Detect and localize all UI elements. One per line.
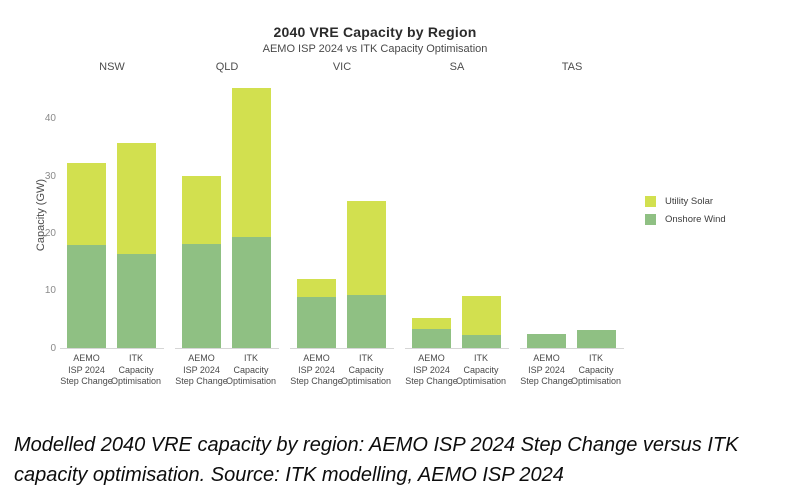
x-axis-bar-label: AEMO ISP 2024 Step Change [42,353,132,388]
x-axis-bar-label-line: AEMO [418,353,445,363]
bar-segment-onshore-wind [297,296,336,349]
legend: Utility Solar Onshore Wind [645,196,726,232]
x-axis-bar-label-line: ISP 2024 [183,364,220,375]
x-axis-bar-label-line: AEMO [533,353,560,363]
bar-segment-utility-solar [231,87,271,237]
x-axis-bar-label-line: Optimisation [225,376,277,386]
facet-label: SA [449,61,465,73]
x-axis-bar-label-line: Capacity [463,364,499,375]
x-axis-bar-label-line: Optimisation [340,376,392,386]
bar-segment-utility-solar [461,295,501,336]
facet-label: QLD [215,61,239,73]
legend-swatch-icon [645,196,656,207]
legend-item: Onshore Wind [645,214,726,225]
bar-segment-onshore-wind [116,253,156,349]
y-tick-label: 10 [44,285,56,297]
x-axis-bar-label-line: ITK [358,353,373,363]
x-axis-bar-label-line: Capacity [118,364,154,375]
x-axis-bar-label: ITK Capacity Optimisation [551,353,641,388]
bar-segment-utility-solar [116,142,156,254]
bar-segment-onshore-wind [346,295,386,349]
bar-segment-utility-solar [67,163,106,246]
bar-segment-onshore-wind [527,334,566,349]
facet-panel [405,80,509,349]
bar-segment-utility-solar [182,176,221,245]
bar-segment-onshore-wind [461,335,501,349]
chart-title: 2040 VRE Capacity by Region [273,24,477,40]
facet-label: NSW [99,61,125,73]
bar-segment-onshore-wind [231,236,271,349]
caption: Modelled 2040 VRE capacity by region: AE… [14,434,739,486]
x-axis-bar-label: ITK Capacity Optimisation [91,353,181,388]
x-axis-bar-label-line: AEMO [303,353,330,363]
x-axis-bar-label-line: AEMO [73,353,100,363]
facet-panel [290,80,394,349]
bar-segment-onshore-wind [412,329,451,349]
x-axis-bar-label-line: ITK [128,353,143,363]
bar-segment-onshore-wind [576,330,616,349]
x-axis-bar-label-line: ISP 2024 [528,364,565,375]
x-axis-bar-label-line: Capacity [348,364,384,375]
x-axis-bar-label-line: Step Change [405,376,458,386]
y-tick-label: 0 [50,342,56,354]
legend-swatch-icon [645,214,656,225]
legend-label: Onshore Wind [665,214,726,225]
x-axis-bar-label: ITK Capacity Optimisation [321,353,411,388]
x-axis-bar-label: AEMO ISP 2024 Step Change [157,353,247,388]
bar-segment-utility-solar [346,200,386,296]
x-axis-bar-label-line: Step Change [175,376,228,386]
x-axis-bar-label-line: Step Change [290,376,343,386]
chart-subtitle: AEMO ISP 2024 vs ITK Capacity Optimisati… [262,43,488,55]
facet-label: VIC [332,61,352,73]
x-axis-bar-label-line: Step Change [60,376,113,386]
facet-panel [175,80,279,349]
bar-segment-utility-solar [297,278,336,297]
x-axis-bar-label-line: ISP 2024 [298,364,335,375]
y-tick-label: 30 [44,170,56,182]
facet-label: TAS [561,61,583,73]
x-axis-bar-label-line: Optimisation [110,376,162,386]
x-axis-bar-label-line: ITK [473,353,488,363]
x-axis-bar-label-line: Optimisation [455,376,507,386]
facet-panel [520,80,624,349]
x-axis-bar-label-line: Capacity [233,364,269,375]
legend-label: Utility Solar [665,196,714,207]
x-axis-bar-label: AEMO ISP 2024 Step Change [387,353,477,388]
bar-segment-utility-solar [412,318,451,329]
legend-item: Utility Solar [645,196,726,207]
x-axis-bar-label-line: AEMO [188,353,215,363]
x-axis-bar-label-line: Step Change [520,376,573,386]
x-axis-bar-label-line: ITK [243,353,258,363]
x-axis-bar-label-line: ITK [588,353,603,363]
y-tick-label: 20 [44,227,56,239]
bar-segment-onshore-wind [67,245,106,349]
x-axis-bar-label-line: Capacity [578,364,614,375]
bar-segment-onshore-wind [182,244,221,349]
x-axis-bar-label: AEMO ISP 2024 Step Change [502,353,592,388]
x-axis-bar-label: ITK Capacity Optimisation [436,353,526,388]
y-tick-label: 40 [44,113,56,125]
x-axis-bar-label-line: Optimisation [570,376,622,386]
x-axis-bar-label: ITK Capacity Optimisation [206,353,296,388]
x-axis-bar-label: AEMO ISP 2024 Step Change [272,353,362,388]
x-axis-bar-label-line: ISP 2024 [68,364,105,375]
x-axis-bar-label-line: ISP 2024 [413,364,450,375]
facet-panel [60,80,164,349]
